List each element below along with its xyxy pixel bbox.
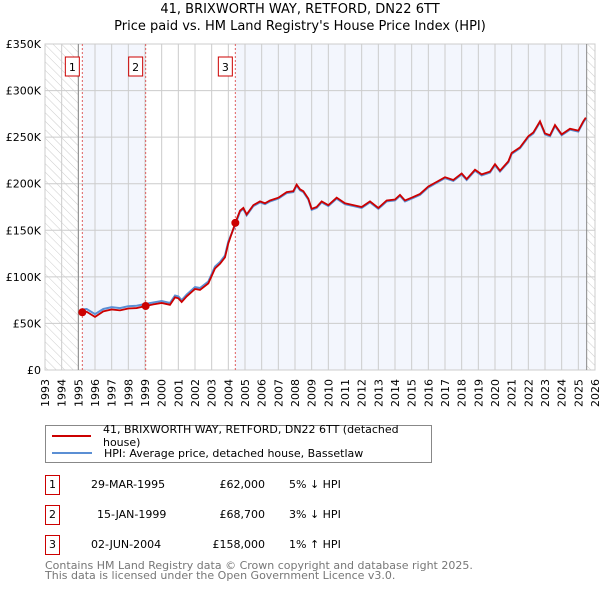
x-tick-label: 2005	[239, 379, 252, 407]
x-tick-label: 2024	[556, 379, 569, 407]
y-tick-label: £150K	[6, 224, 42, 237]
sale-point	[78, 308, 87, 317]
plot-border	[44, 43, 596, 371]
sale-badge	[217, 56, 233, 77]
x-tick-label: 2013	[372, 379, 385, 407]
y-tick-label: £50K	[13, 317, 42, 330]
legend: 41, BRIXWORTH WAY, RETFORD, DN22 6TT (de…	[45, 423, 432, 463]
x-tick-label: 2022	[522, 379, 535, 407]
x-tick-label: 2007	[272, 379, 285, 407]
x-tick-label: 2006	[256, 379, 269, 407]
sale-point	[231, 218, 240, 227]
x-tick-label: 1995	[72, 379, 85, 407]
legend-item-hpi: HPI: Average price, detached house, Bass…	[46, 445, 363, 461]
sale-hpi-diff: 3% ↓ HPI	[289, 508, 341, 521]
x-tick-label: 2019	[472, 379, 485, 407]
legend-swatch-red	[52, 435, 91, 437]
sale-badge: 3	[45, 535, 60, 555]
x-tick-label: 2016	[422, 379, 435, 407]
x-tick-label: 1997	[106, 379, 119, 407]
x-tick-label: 2009	[306, 379, 319, 407]
sale-badge	[64, 56, 80, 77]
chart-subtitle: Price paid vs. HM Land Registry's House …	[114, 19, 486, 34]
sale-date: 29-MAR-1995	[91, 478, 166, 491]
x-tick-label: 1994	[56, 379, 69, 407]
x-tick-label: 1999	[139, 379, 152, 407]
x-tick-label: 2012	[356, 379, 369, 407]
sale-badge-label: 2	[132, 61, 139, 74]
x-tick-label: 2008	[289, 379, 302, 407]
sale-badge-label: 3	[222, 61, 229, 74]
x-tick-label: 2026	[589, 379, 600, 407]
sale-point	[141, 302, 150, 311]
footer-copyright: Contains HM Land Registry data © Crown c…	[45, 559, 473, 572]
y-tick-label: £100K	[6, 271, 42, 284]
chart-title: 41, BRIXWORTH WAY, RETFORD, DN22 6TT	[160, 2, 440, 17]
x-tick-label: 2020	[489, 379, 502, 407]
price-chart: 1993 1994 1995 1996 1997 1998 1999 2000 2001 2002…	[6, 38, 600, 407]
x-tick-label: 2000	[156, 379, 169, 407]
y-tick-label: £0	[27, 364, 41, 377]
property-price-line	[82, 117, 587, 318]
x-tick-label: 1996	[89, 379, 102, 407]
x-tick-label: 2001	[172, 379, 185, 407]
sale-row: 3 02-JUN-2004 £158,000 1% ↑ HPI	[45, 535, 465, 555]
x-tick-label: 2010	[322, 379, 335, 407]
x-tick-label: 2017	[439, 379, 452, 407]
footer-licence: This data is licensed under the Open Gov…	[45, 569, 396, 582]
x-tick-label: 2003	[206, 379, 219, 407]
x-tick-label: 2015	[406, 379, 419, 407]
legend-label: HPI: Average price, detached house, Bass…	[104, 446, 364, 460]
sale-price: £62,000	[219, 478, 266, 491]
x-tick-label: 1998	[122, 379, 135, 407]
ownership-shade-3	[235, 44, 587, 370]
x-tick-label: 2023	[539, 379, 552, 407]
sale-price: £158,000	[212, 538, 266, 551]
sale-badge-label: 1	[69, 61, 76, 74]
x-tick-label: 2018	[456, 379, 469, 407]
x-tick-label: 2004	[222, 379, 235, 407]
y-tick-label: £200K	[6, 178, 42, 191]
footer: Contains HM Land Registry data © Crown c…	[45, 559, 473, 582]
sale-row: 2 15-JAN-1999 £68,700 3% ↓ HPI	[45, 505, 465, 525]
y-tick-label: £300K	[6, 85, 42, 98]
sale-date: 15-JAN-1999	[97, 508, 167, 521]
sale-badge	[128, 56, 144, 77]
ownership-shade-1	[82, 44, 146, 370]
x-tick-label: 2011	[339, 379, 352, 407]
y-tick-label: £250K	[6, 131, 42, 144]
sale-badge: 2	[45, 505, 60, 525]
legend-swatch-blue	[52, 452, 92, 454]
legend-label: 41, BRIXWORTH WAY, RETFORD, DN22 6TT (de…	[102, 423, 399, 449]
sale-price: £68,700	[219, 508, 266, 521]
x-tick-label: 1993	[39, 379, 52, 407]
no-data-hatch-right	[586, 44, 595, 370]
x-tick-label: 2021	[506, 379, 519, 407]
sale-date: 02-JUN-2004	[91, 538, 162, 551]
x-tick-label: 2025	[572, 379, 585, 407]
y-tick-label: £350K	[6, 38, 42, 51]
legend-item-property: 41, BRIXWORTH WAY, RETFORD, DN22 6TT (de…	[46, 423, 431, 449]
sale-hpi-diff: 1% ↑ HPI	[289, 538, 341, 551]
x-tick-label: 2002	[189, 379, 202, 407]
sale-badge: 1	[45, 475, 60, 495]
sale-hpi-diff: 5% ↓ HPI	[289, 478, 341, 491]
x-tick-label: 2014	[389, 379, 402, 407]
sale-row: 1 29-MAR-1995 £62,000 5% ↓ HPI	[45, 475, 465, 495]
